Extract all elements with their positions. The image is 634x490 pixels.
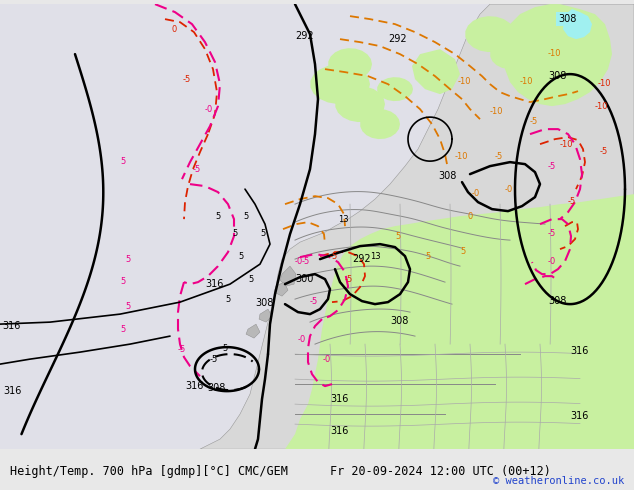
Text: -0: -0 — [505, 185, 514, 194]
Text: 5: 5 — [243, 212, 249, 221]
Text: 316: 316 — [185, 381, 204, 391]
Text: -10: -10 — [490, 107, 503, 116]
Text: 316: 316 — [2, 321, 20, 331]
Text: -10: -10 — [548, 49, 562, 58]
Text: 308: 308 — [558, 14, 576, 24]
Text: 5: 5 — [395, 232, 400, 241]
Text: 5: 5 — [248, 275, 253, 284]
Polygon shape — [490, 39, 530, 69]
Text: -10: -10 — [455, 152, 469, 161]
Text: -5: -5 — [193, 165, 201, 174]
Text: -0: -0 — [295, 257, 303, 266]
Text: 308: 308 — [390, 316, 408, 326]
Text: -5: -5 — [183, 75, 191, 84]
Text: 5: 5 — [425, 252, 430, 261]
Text: -5: -5 — [345, 275, 353, 284]
Polygon shape — [311, 64, 370, 104]
Text: -5: -5 — [548, 229, 556, 238]
Text: 308: 308 — [207, 383, 225, 393]
Text: 316: 316 — [3, 386, 22, 396]
Text: -10: -10 — [598, 79, 612, 88]
Text: 316: 316 — [205, 279, 223, 289]
Polygon shape — [328, 48, 372, 80]
Text: -5: -5 — [548, 162, 556, 171]
Text: -10: -10 — [458, 77, 472, 86]
Text: 300: 300 — [295, 274, 313, 284]
Text: 308: 308 — [255, 298, 273, 308]
Text: 0: 0 — [172, 25, 178, 34]
Text: -5: -5 — [178, 345, 186, 354]
Text: 292: 292 — [295, 31, 314, 41]
Text: 5: 5 — [125, 255, 130, 264]
Polygon shape — [280, 266, 296, 286]
Text: Fr 20-09-2024 12:00 UTC (00+12): Fr 20-09-2024 12:00 UTC (00+12) — [330, 465, 550, 478]
Text: 0: 0 — [468, 212, 473, 221]
Polygon shape — [360, 109, 400, 139]
Text: 316: 316 — [570, 411, 588, 421]
Polygon shape — [200, 4, 634, 449]
Text: 5: 5 — [222, 344, 227, 353]
Polygon shape — [412, 49, 460, 94]
Text: -5: -5 — [530, 117, 538, 126]
Text: © weatheronline.co.uk: © weatheronline.co.uk — [493, 476, 624, 486]
Text: -5: -5 — [302, 257, 310, 266]
Text: -5: -5 — [310, 297, 318, 306]
Text: 5: 5 — [120, 325, 126, 334]
Text: 308: 308 — [548, 296, 566, 306]
Text: -0: -0 — [298, 335, 306, 344]
Polygon shape — [503, 4, 612, 106]
Text: 5: 5 — [260, 229, 265, 238]
Text: 316: 316 — [330, 394, 348, 404]
Polygon shape — [465, 16, 515, 52]
Text: -5: -5 — [495, 152, 503, 161]
Text: 5: 5 — [215, 212, 220, 221]
Polygon shape — [335, 86, 385, 122]
Text: 5: 5 — [120, 157, 126, 166]
Text: 5: 5 — [238, 252, 243, 261]
Polygon shape — [285, 194, 634, 449]
Text: -0: -0 — [323, 355, 331, 364]
Polygon shape — [507, 22, 543, 46]
Text: -10: -10 — [520, 77, 533, 86]
Text: 13: 13 — [370, 252, 380, 261]
Text: 5: 5 — [232, 229, 237, 238]
Text: 316: 316 — [330, 426, 348, 436]
Polygon shape — [274, 282, 288, 296]
Text: -10: -10 — [595, 102, 609, 111]
Text: -5: -5 — [568, 197, 576, 206]
Text: 316: 316 — [570, 346, 588, 356]
Polygon shape — [377, 77, 413, 101]
Text: 5: 5 — [225, 295, 230, 304]
Text: 292: 292 — [388, 34, 406, 44]
Text: 5: 5 — [125, 302, 130, 311]
Text: -5: -5 — [330, 252, 339, 261]
Text: 13: 13 — [338, 215, 349, 224]
Text: 5: 5 — [460, 247, 465, 256]
Polygon shape — [563, 9, 592, 39]
Text: 292: 292 — [352, 254, 371, 264]
Text: 308: 308 — [438, 171, 456, 181]
Text: 308: 308 — [548, 71, 566, 81]
Text: -10: -10 — [560, 140, 574, 149]
Polygon shape — [246, 324, 260, 338]
Polygon shape — [259, 309, 272, 322]
Text: -5: -5 — [600, 147, 608, 156]
Text: -0: -0 — [472, 189, 480, 198]
Text: -0: -0 — [548, 257, 556, 266]
Text: -5: -5 — [210, 355, 218, 364]
Text: 5: 5 — [120, 277, 126, 286]
Text: -0: -0 — [205, 105, 213, 114]
Text: Height/Temp. 700 hPa [gdmp][°C] CMC/GEM: Height/Temp. 700 hPa [gdmp][°C] CMC/GEM — [10, 465, 287, 478]
